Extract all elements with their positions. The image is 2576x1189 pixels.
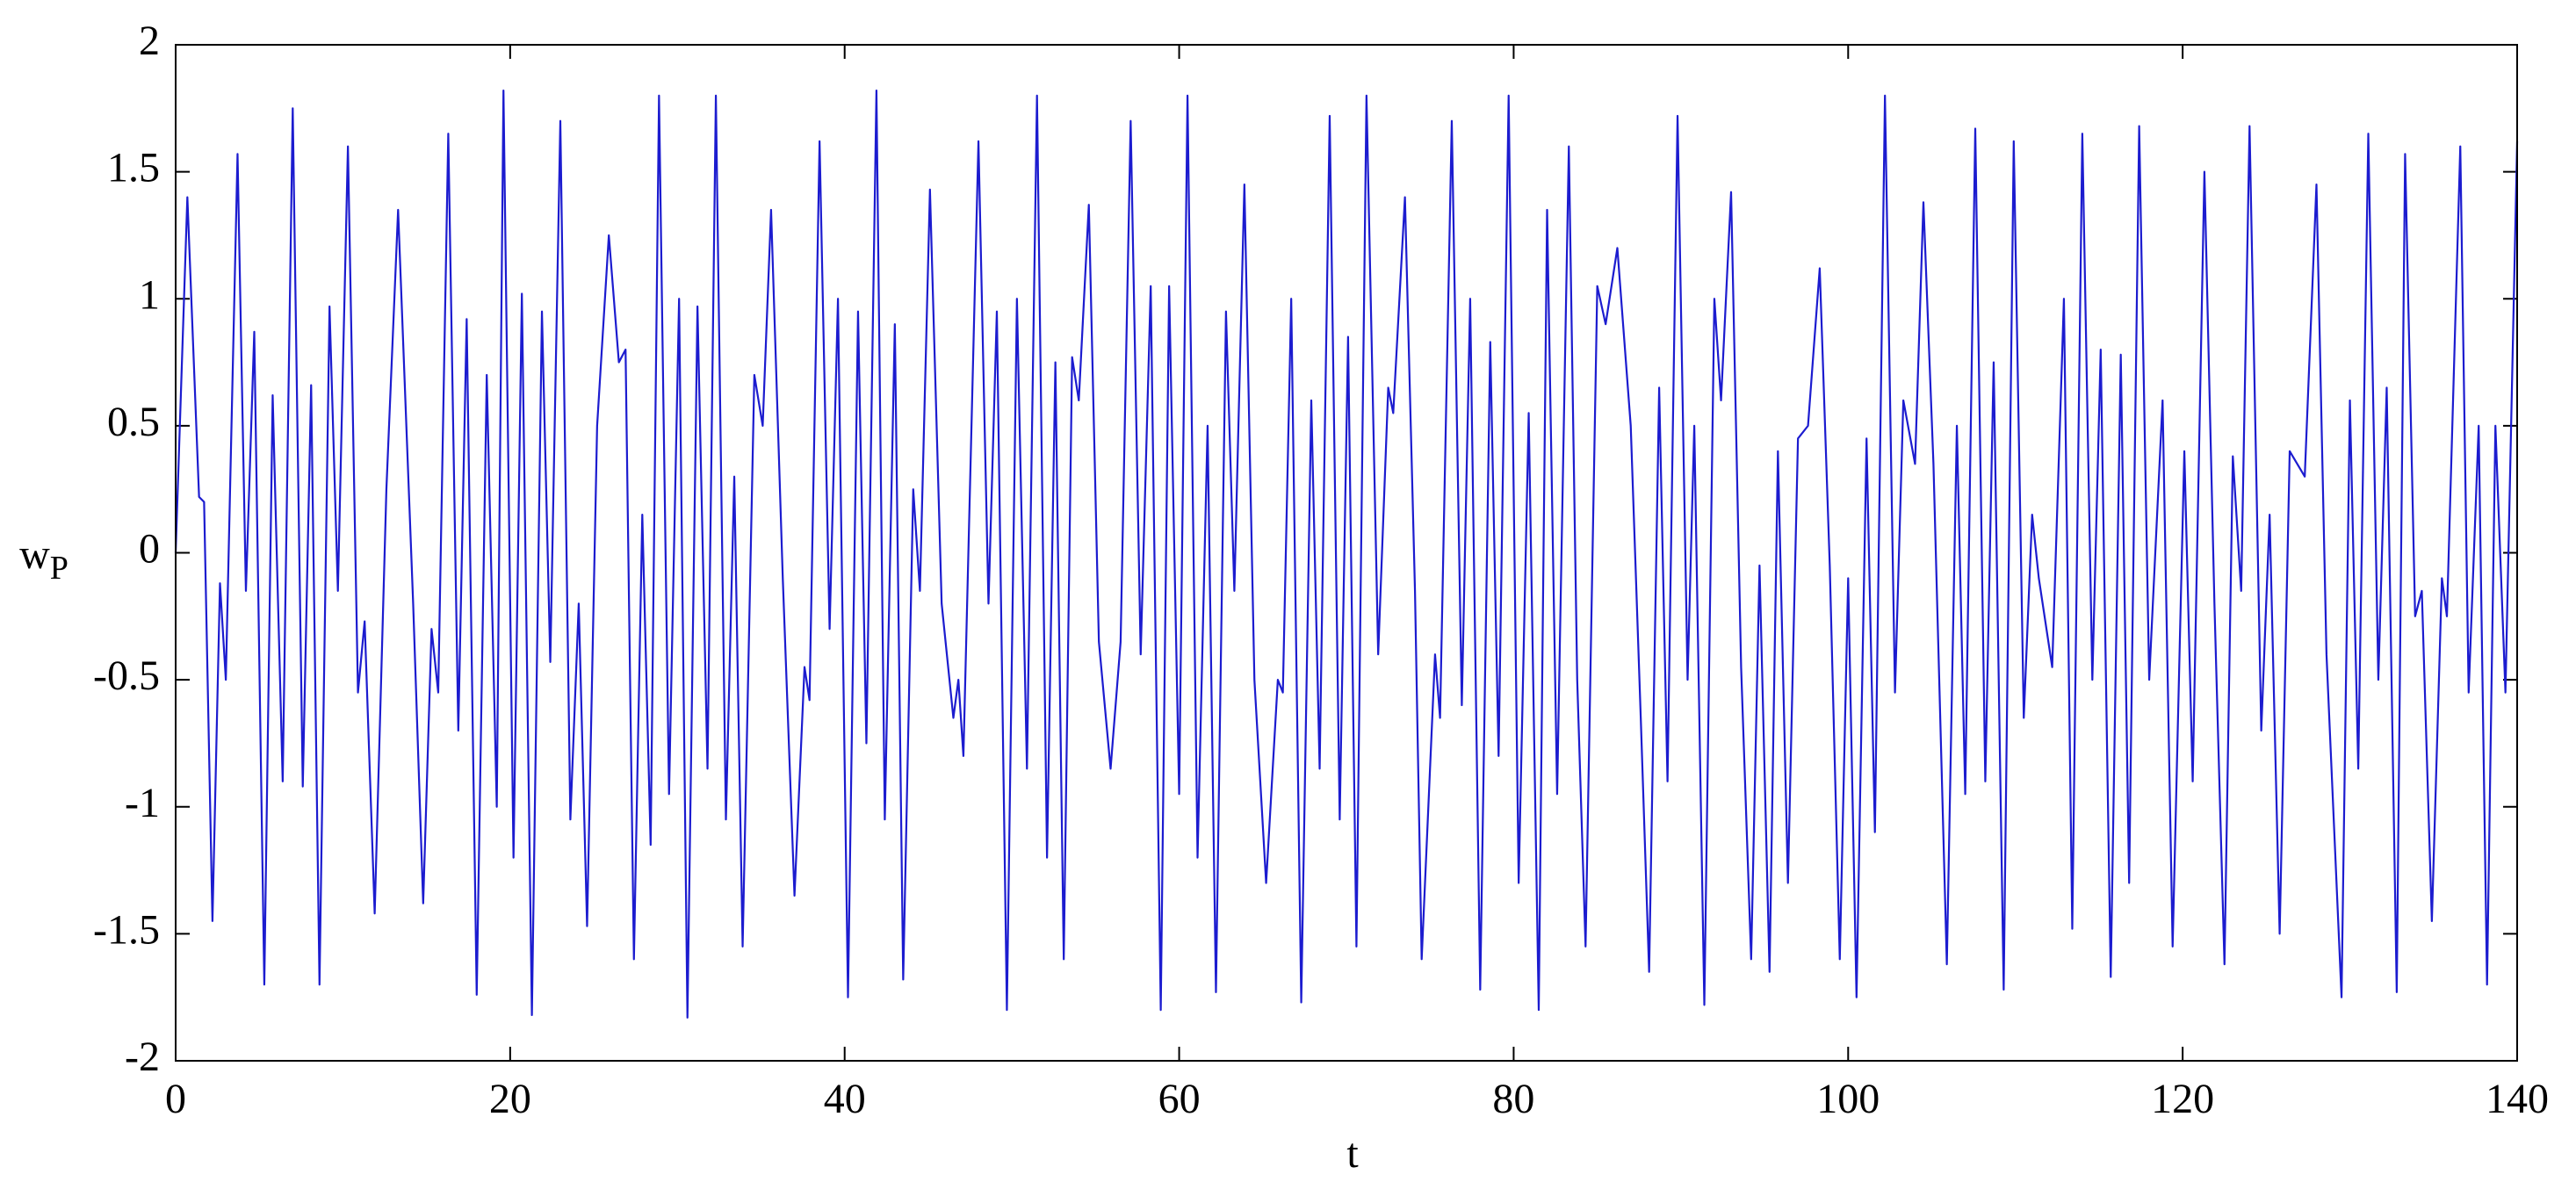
data-line: [174, 89, 2519, 1019]
x-tick-label: 60: [1158, 1076, 1201, 1122]
y-tick-label: 0.5: [107, 399, 160, 445]
y-tick-label: 2: [139, 18, 160, 64]
y-tick-label: 1: [139, 271, 160, 318]
x-tick-label: 20: [489, 1076, 531, 1122]
x-axis-label: t: [1346, 1130, 1359, 1177]
x-tick-label: 120: [2151, 1076, 2214, 1122]
y-axis-label-subscript: P: [50, 550, 69, 587]
plot-frame: [175, 44, 2518, 1062]
x-tick-label: 100: [1816, 1076, 1880, 1122]
x-tick-label: 140: [2486, 1076, 2549, 1122]
y-tick-label: -1: [125, 780, 160, 826]
y-axis-label: wP: [19, 531, 69, 587]
x-tick-label: 40: [824, 1076, 866, 1122]
y-tick-label: -2: [125, 1034, 160, 1080]
y-tick-label: -0.5: [93, 652, 160, 699]
y-axis-label-main: w: [19, 531, 50, 578]
y-tick-label: -1.5: [93, 906, 160, 953]
x-tick-label: 80: [1492, 1076, 1534, 1122]
y-tick-label: 0: [139, 526, 160, 573]
y-tick-label: 1.5: [107, 145, 160, 191]
x-tick-label: 0: [165, 1076, 186, 1122]
